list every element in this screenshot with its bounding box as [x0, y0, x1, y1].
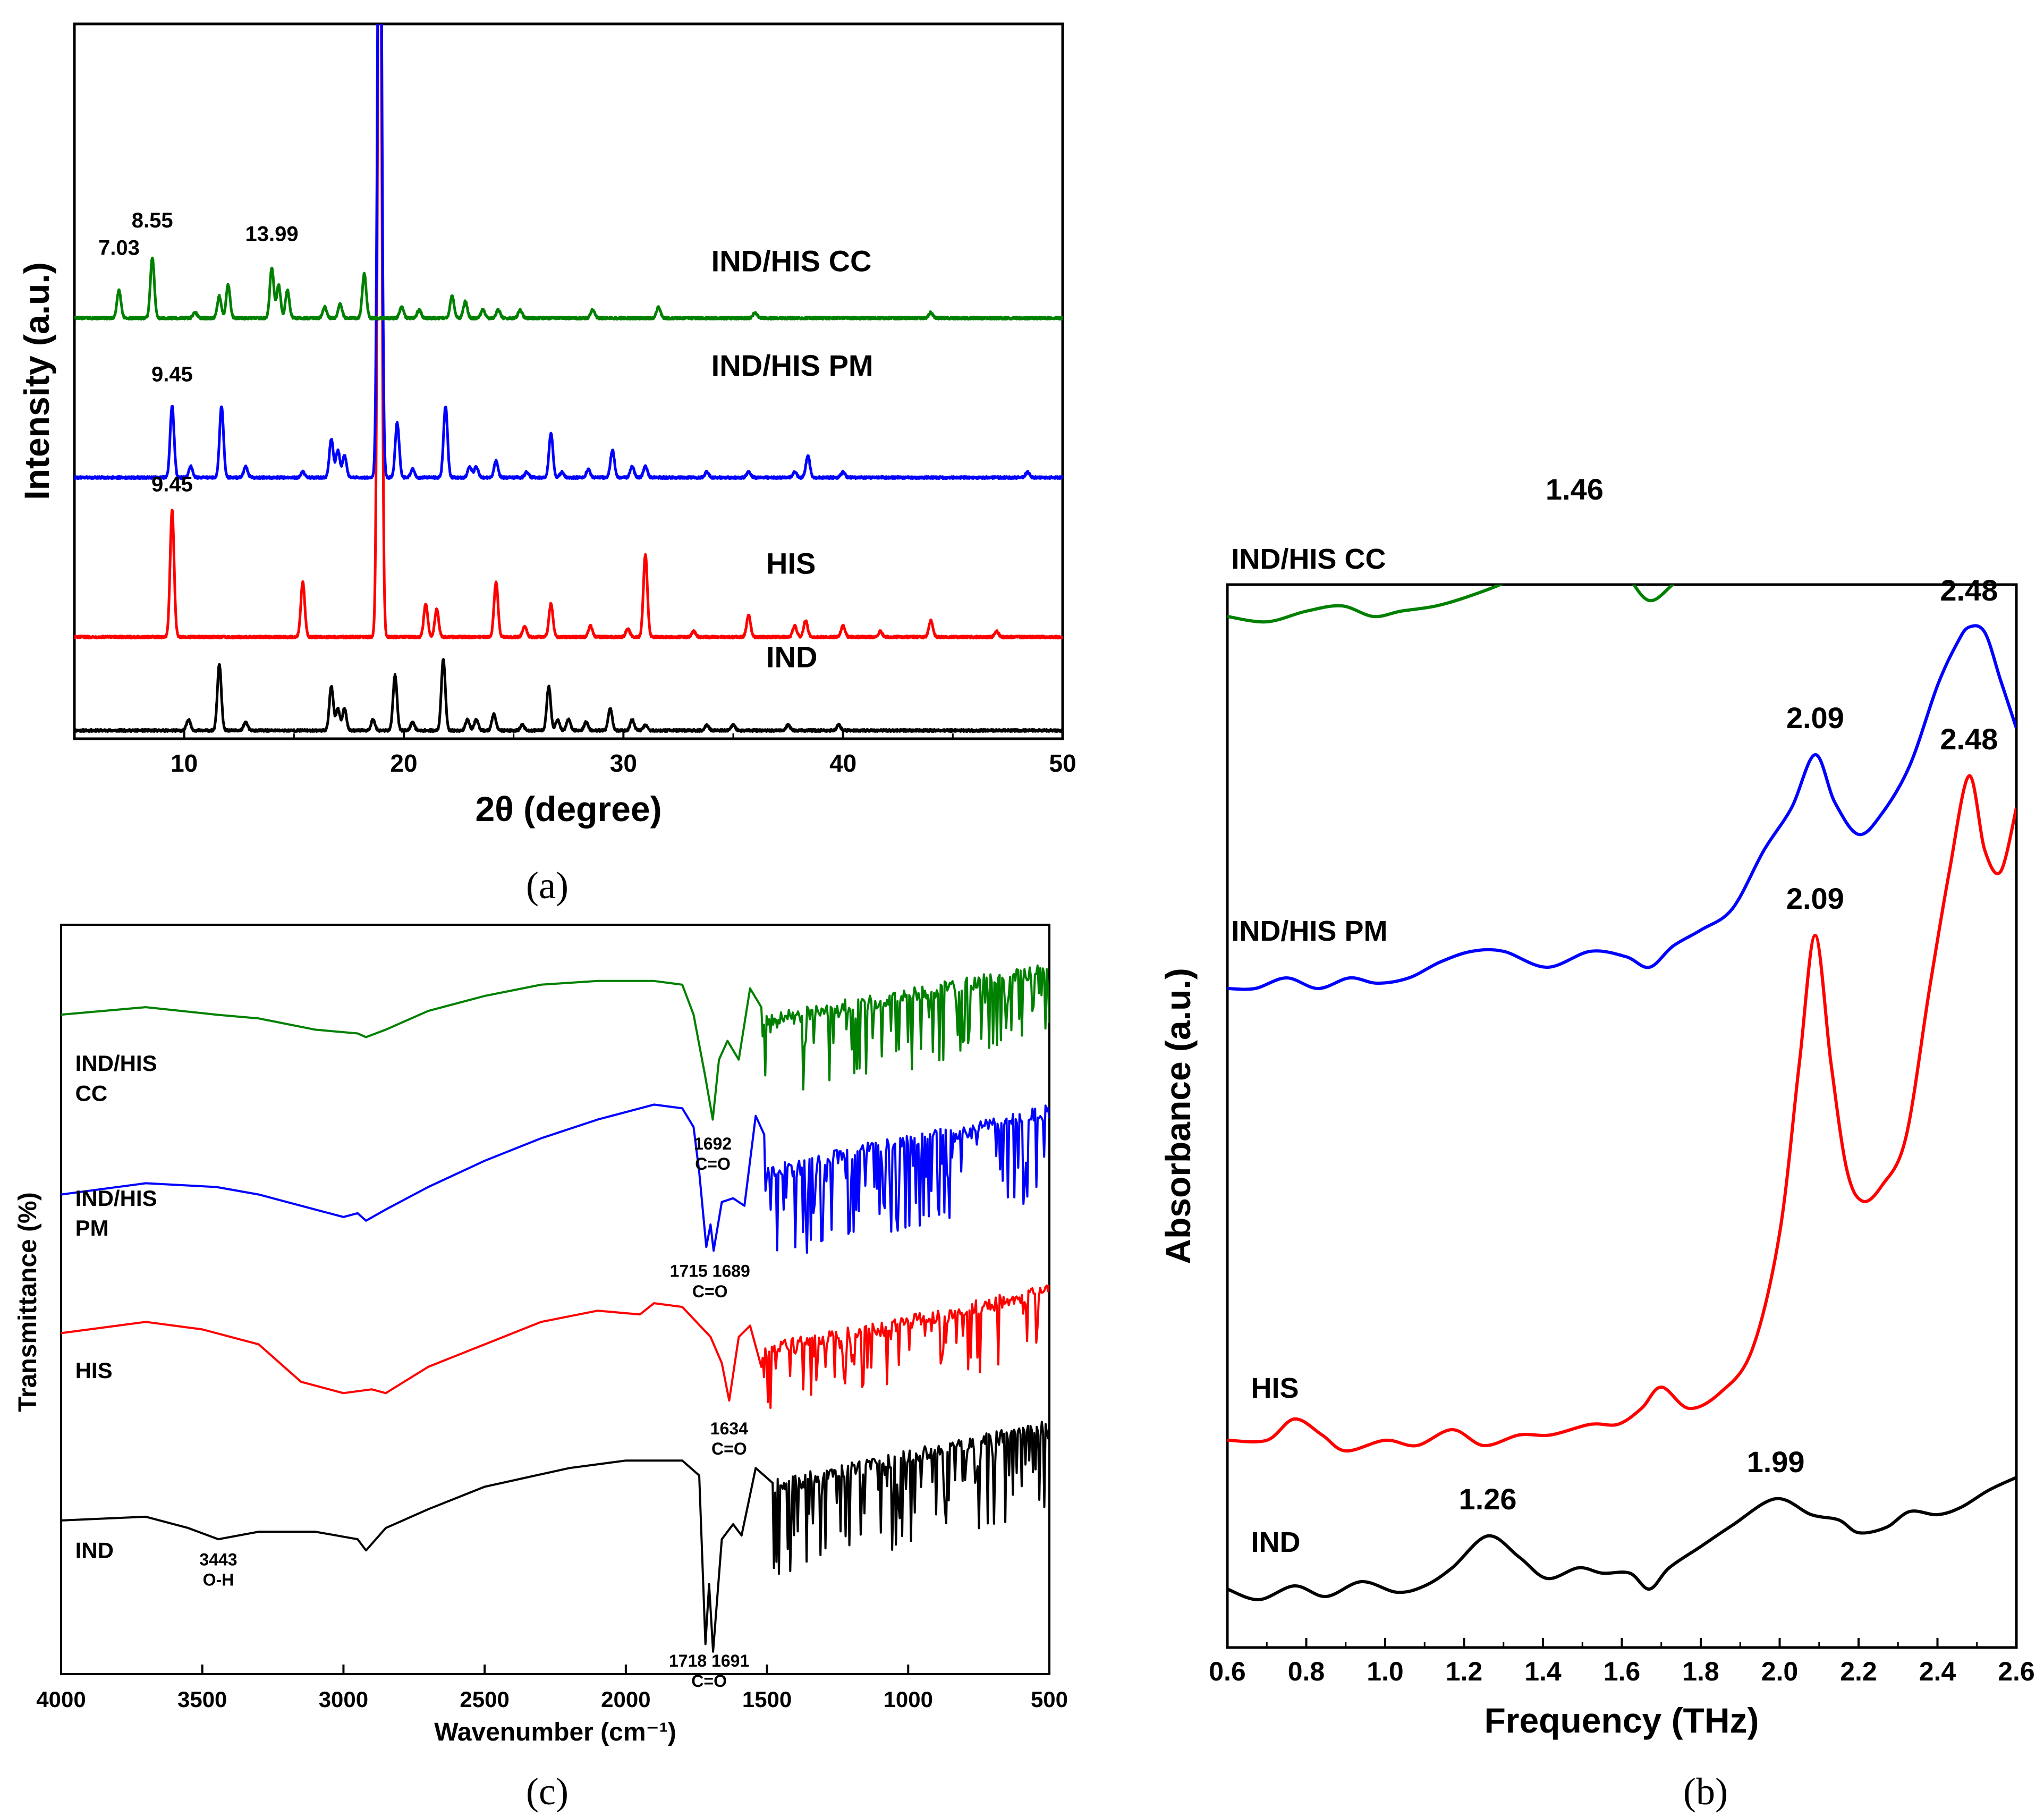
- c-peak-annotation: C=O: [711, 1439, 747, 1458]
- a-x-tick-label: 10: [171, 749, 198, 777]
- b-series-ind-his-cc: [1227, 585, 1675, 624]
- a-series-ind-his-pm: [74, 24, 1063, 480]
- xrd-annotation-layer: 7.03 8.55 13.99 9.45 9.45 IND/HIS CC IND/HIS P…: [98, 209, 873, 674]
- ftir-caption: (c): [526, 1770, 569, 1813]
- c-series-label: HIS: [75, 1358, 113, 1383]
- c-x-tick-label: 500: [1031, 1687, 1068, 1712]
- a-x-tick-label: 40: [829, 749, 856, 777]
- b-series-label: HIS: [1251, 1372, 1299, 1404]
- a-series-ind-his-cc: [74, 256, 1063, 321]
- thz-tick-layer: 0.6 0.8 1.0 1.2 1.4 1.6 1.8 2.0 2.2 2.4 2.6: [1209, 1638, 2035, 1686]
- b-peak-annotation: 2.09: [1786, 701, 1844, 734]
- b-x-tick-label: 1.2: [1446, 1657, 1483, 1686]
- b-series-label: IND/HIS PM: [1231, 915, 1387, 947]
- ftir-plot-frame: [60, 924, 1050, 1675]
- thz-y-axis-label: Absorbance (a.u.): [1158, 968, 1198, 1264]
- thz-series-layer: [1227, 585, 2016, 1602]
- b-x-tick-label: 1.4: [1524, 1657, 1562, 1686]
- c-series-label: IND/HIS: [75, 1051, 157, 1076]
- c-peak-annotation: 1634: [710, 1419, 748, 1438]
- b-peak-annotation: 2.48: [1940, 573, 1998, 607]
- c-series-ind-his-cc: [61, 964, 1049, 1121]
- a-x-tick-label: 30: [610, 749, 637, 777]
- c-x-tick-label: 2000: [601, 1687, 650, 1712]
- c-series-label: IND: [75, 1538, 114, 1562]
- thz-caption: (b): [1683, 1770, 1728, 1813]
- c-peak-annotation: 1718 1691: [669, 1651, 749, 1670]
- c-peak-annotation: O-H: [203, 1570, 234, 1590]
- c-x-tick-label: 2500: [460, 1687, 509, 1712]
- a-series-label: HIS: [766, 547, 816, 580]
- b-peak-annotation: 2.48: [1940, 722, 1998, 756]
- b-series-his: [1227, 774, 2016, 1453]
- a-peak-annotation: 9.45: [151, 472, 193, 496]
- c-series-label: CC: [75, 1080, 108, 1105]
- ftir-y-axis-label: Transmittance (%): [14, 1192, 42, 1412]
- c-peak-annotation: C=O: [692, 1282, 728, 1301]
- b-series-ind: [1227, 1476, 2016, 1602]
- thz-x-axis-label: Frequency (THz): [1484, 1701, 1759, 1740]
- a-series-his: [74, 24, 1063, 640]
- xrd-x-axis-label: 2θ (degree): [475, 789, 661, 829]
- xrd-panel: 7.03 8.55 13.99 9.45 9.45 IND/HIS CC IND/HIS P…: [17, 22, 1076, 907]
- xrd-tick-layer: 10 20 30 40 50: [73, 729, 1076, 777]
- b-peak-annotation: 1.99: [1747, 1445, 1805, 1479]
- a-series-label: IND: [766, 640, 817, 674]
- c-x-tick-label: 3000: [319, 1687, 368, 1712]
- b-x-tick-label: 1.6: [1604, 1657, 1641, 1686]
- thz-plot-frame: [1226, 583, 2018, 1649]
- c-x-tick-label: 3500: [177, 1687, 227, 1712]
- c-peak-annotation: C=O: [695, 1154, 731, 1173]
- b-x-tick-label: 0.8: [1288, 1657, 1325, 1686]
- b-x-tick-label: 2.4: [1919, 1657, 1956, 1686]
- b-peak-annotation: 1.26: [1459, 1482, 1517, 1516]
- a-peak-annotation: 13.99: [245, 223, 299, 246]
- b-series-ind-his-pm: [1227, 624, 2016, 991]
- a-peak-annotation: 9.45: [151, 363, 193, 386]
- a-x-tick-label: 20: [390, 749, 417, 777]
- xrd-y-axis-label: Intensity (a.u.): [17, 262, 56, 500]
- thz-panel: 1.46 2.48 2.09 2.48 2.09 1.26 1.99 IND/HIS CC IN…: [1158, 472, 2035, 1813]
- c-series-his: [61, 1284, 1049, 1409]
- b-x-tick-label: 1.0: [1367, 1657, 1404, 1686]
- a-peak-annotation: 7.03: [98, 236, 140, 260]
- a-series-ind: [74, 658, 1063, 733]
- c-peak-annotation: 3443: [199, 1550, 237, 1569]
- c-peak-annotation: 1715 1689: [670, 1262, 750, 1281]
- b-series-label: IND: [1251, 1526, 1301, 1558]
- a-x-tick-label: 50: [1049, 749, 1076, 777]
- xrd-plot-frame: [73, 22, 1064, 740]
- b-x-tick-label: 2.2: [1840, 1657, 1877, 1686]
- b-peak-annotation: 2.09: [1786, 882, 1844, 915]
- ftir-series-layer: [61, 964, 1049, 1653]
- c-series-label: IND/HIS: [75, 1186, 157, 1211]
- xrd-caption: (a): [526, 864, 569, 907]
- a-series-label: IND/HIS CC: [711, 244, 872, 278]
- ftir-x-axis-label: Wavenumber (cm⁻¹): [434, 1718, 676, 1746]
- b-peak-annotation: 1.46: [1546, 472, 1604, 506]
- b-x-tick-label: 2.6: [1998, 1657, 2035, 1686]
- c-series-label: PM: [75, 1215, 109, 1240]
- c-peak-annotation: C=O: [691, 1671, 727, 1691]
- c-x-tick-label: 4000: [36, 1687, 86, 1712]
- c-series-ind-his-pm: [61, 1103, 1049, 1254]
- b-x-tick-label: 0.6: [1209, 1657, 1246, 1686]
- thz-annotation-layer: 1.46 2.48 2.09 2.48 2.09 1.26 1.99 IND/HIS CC IN…: [1231, 472, 1998, 1558]
- b-series-label: IND/HIS CC: [1231, 543, 1386, 575]
- c-x-tick-label: 1500: [742, 1687, 792, 1712]
- a-peak-annotation: 8.55: [132, 209, 173, 232]
- b-x-tick-label: 2.0: [1761, 1657, 1799, 1686]
- c-x-tick-label: 1000: [884, 1687, 933, 1712]
- c-peak-annotation: 1692: [694, 1134, 732, 1153]
- b-x-tick-label: 1.8: [1682, 1657, 1719, 1686]
- a-series-label: IND/HIS PM: [711, 349, 873, 382]
- xrd-series-layer: [74, 24, 1063, 733]
- c-series-ind: [61, 1421, 1049, 1653]
- ftir-tick-layer: 4000 3500 3000 2500 2000 1500 1000 500: [36, 1665, 1068, 1712]
